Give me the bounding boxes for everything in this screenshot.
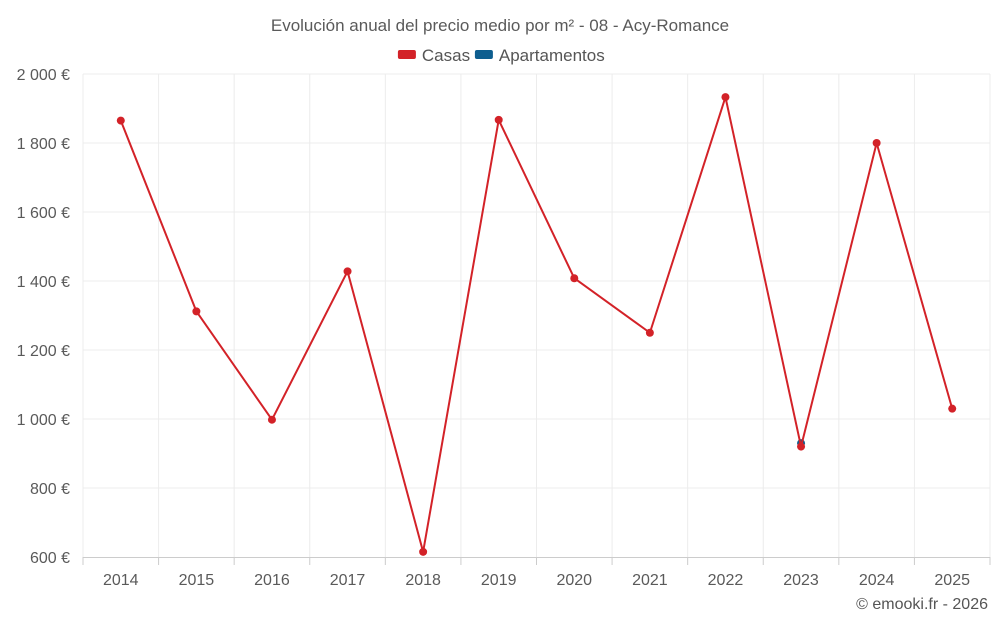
x-tick-label: 2023 [783, 572, 819, 589]
legend: Casas Apartamentos [397, 46, 605, 65]
x-tick-label: 2024 [859, 572, 895, 589]
legend-swatch [474, 50, 493, 59]
x-tick-label: 2021 [632, 572, 668, 589]
x-tick-label: 2018 [405, 572, 441, 589]
x-tick-label: 2015 [179, 572, 215, 589]
y-tick-label: 1 200 € [17, 343, 70, 360]
legend-item-casas[interactable]: Casas [397, 46, 470, 65]
data-point[interactable] [872, 139, 881, 147]
series-line [119, 96, 954, 553]
x-tick-label: 2022 [708, 572, 744, 589]
grid [82, 73, 991, 557]
legend-label: Apartamentos [499, 46, 605, 65]
y-tick-label: 600 € [30, 550, 70, 567]
series-casas [116, 93, 957, 556]
data-point[interactable] [570, 274, 579, 283]
chart-title: Evolución anual del precio medio por m² … [271, 16, 729, 35]
x-tick-label: 2019 [481, 572, 517, 589]
y-tick-label: 1 400 € [17, 274, 70, 291]
y-tick-label: 1 800 € [17, 136, 70, 153]
y-tick-label: 800 € [30, 481, 70, 498]
credit-text: © emooki.fr - 2026 [856, 596, 988, 613]
y-tick-label: 1 000 € [17, 412, 70, 429]
x-tick-label: 2016 [254, 572, 290, 589]
data-point[interactable] [116, 116, 125, 125]
y-axis: 600 € 800 € 1 000 € 1 200 € 1 400 € 1 600 € 1 … [17, 67, 70, 567]
data-point[interactable] [797, 442, 806, 451]
legend-label: Casas [422, 46, 470, 65]
data-point[interactable] [343, 267, 352, 276]
data-point[interactable] [419, 547, 428, 556]
x-tick-label: 2020 [556, 572, 592, 589]
data-point[interactable] [494, 115, 503, 124]
data-point[interactable] [267, 415, 276, 424]
data-point[interactable] [192, 307, 201, 316]
x-tick-label: 2025 [934, 572, 970, 589]
legend-swatch [397, 50, 416, 59]
legend-item-apartamentos[interactable]: Apartamentos [474, 46, 605, 65]
data-point[interactable] [721, 93, 730, 102]
series-layer [116, 93, 957, 556]
y-tick-label: 1 600 € [17, 205, 70, 222]
y-tick-label: 2 000 € [17, 67, 70, 84]
x-tick-label: 2014 [103, 572, 139, 589]
x-tick-label: 2017 [330, 572, 366, 589]
x-axis: 2014 2015 2016 2017 2018 2019 2020 2021 2022 2023… [82, 557, 991, 589]
data-point[interactable] [948, 404, 957, 413]
data-point[interactable] [645, 328, 654, 337]
